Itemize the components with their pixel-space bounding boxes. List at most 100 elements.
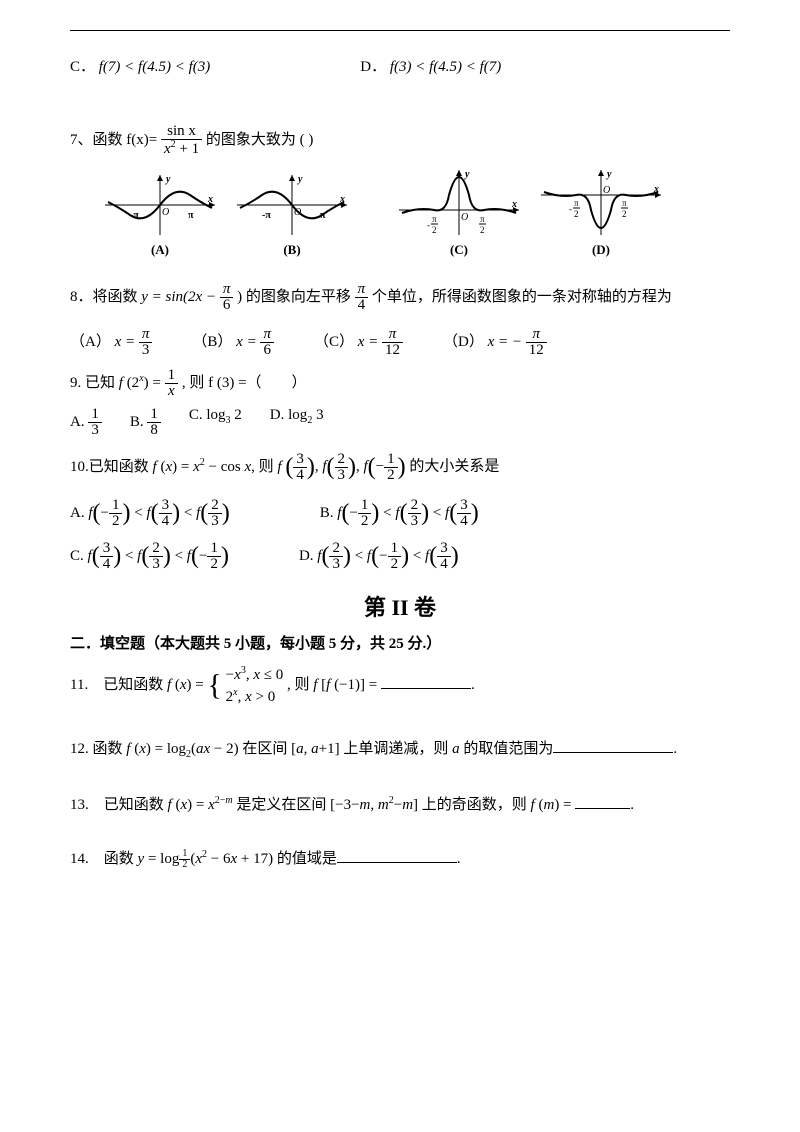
frac-den: 12 bbox=[526, 343, 547, 358]
opt-label: C. bbox=[189, 407, 203, 423]
svg-text:O: O bbox=[603, 185, 610, 196]
q7-stem: 7、函数 f(x)= sin xx2 + 1 的图象大致为 ( ) bbox=[70, 124, 730, 157]
q9-opt-c: C. log3 2 bbox=[189, 407, 242, 438]
blank bbox=[553, 737, 673, 753]
opt-math: log2 3 bbox=[288, 407, 323, 423]
frac-num: π bbox=[526, 327, 547, 343]
svg-text:2: 2 bbox=[622, 209, 627, 219]
q7-prefix: 7、函数 f(x)= bbox=[70, 132, 157, 148]
q13-text: 13. 已知函数 f (x) = x2−m 是定义在区间 [−3−m, m2−m… bbox=[70, 797, 575, 813]
svg-text:2: 2 bbox=[432, 225, 437, 235]
graph-label: (B) bbox=[232, 242, 352, 258]
q8-opt-c: （C） x = π12 bbox=[314, 327, 403, 358]
blank bbox=[381, 673, 471, 689]
frac-num: π bbox=[139, 327, 153, 343]
svg-text:x: x bbox=[339, 194, 345, 205]
q10-options-row2: C. f(34) < f(23) < f(−12) D. f(23) < f(−1… bbox=[70, 541, 730, 572]
q9-suffix: , 则 f (3) =（ ） bbox=[182, 375, 307, 391]
graph-a: -π O π y x (A) bbox=[100, 170, 220, 258]
frac-den: x2 + 1 bbox=[161, 140, 202, 157]
q10-opt-c: C. f(34) < f(23) < f(−12) bbox=[70, 541, 229, 572]
q10-text-a: 10.已知函数 f (x) = x2 − cos x, 则 f bbox=[70, 459, 282, 475]
q8-fn: y = sin(2x − bbox=[141, 289, 220, 305]
svg-text:π: π bbox=[188, 210, 194, 221]
q10-options-row1: A. f(−12) < f(34) < f(23)B. f(−12) < f(2… bbox=[70, 498, 730, 529]
opt-eq: x = bbox=[236, 334, 257, 350]
q10-stem: 10.已知函数 f (x) = x2 − cos x, 则 f (34), f(… bbox=[70, 448, 730, 486]
opt-label: （C） bbox=[314, 334, 354, 350]
q11-text-a: 11. 已知函数 f (x) = bbox=[70, 677, 208, 693]
opt-label: C. bbox=[70, 548, 84, 564]
opt-label: （A） bbox=[70, 334, 111, 350]
svg-text:π: π bbox=[574, 198, 579, 208]
svg-text:π: π bbox=[320, 210, 326, 221]
opt-label: B. bbox=[320, 505, 334, 521]
svg-text:π: π bbox=[622, 198, 627, 208]
q11-text-b: , 则 f [f (−1)] = bbox=[287, 677, 381, 693]
q6-opt-c: C． f(7) < f(4.5) < f(3) bbox=[70, 55, 210, 76]
opt-label: D. bbox=[299, 548, 314, 564]
svg-text:y: y bbox=[297, 174, 303, 185]
opt-label: A. bbox=[70, 414, 85, 430]
frac-num: π bbox=[355, 282, 369, 298]
opt-eq: x = bbox=[358, 334, 379, 350]
section-2-title: 第 II 卷 bbox=[70, 590, 730, 622]
q8-opt-a: （A） x = π3 bbox=[70, 327, 152, 358]
opt-label: A. bbox=[70, 505, 85, 521]
svg-text:2: 2 bbox=[480, 225, 485, 235]
q14-text: 14. 函数 y = log12(x2 − 6x + 17) 的值域是 bbox=[70, 851, 337, 867]
q10-opt-d: D. f(23) < f(−12) < f(34) bbox=[299, 541, 459, 572]
q10-text-b: 的大小关系是 bbox=[409, 459, 499, 475]
text: 个单位，所得函数图象的一条对称轴的方程为 bbox=[372, 289, 672, 305]
opt-label: B. bbox=[130, 414, 144, 430]
opt-label: C． bbox=[70, 59, 95, 75]
svg-text:x: x bbox=[511, 199, 517, 210]
q9-text: 9. 已知 f (2x) = bbox=[70, 375, 165, 391]
q10-opt-b: B. f(−12) < f(23) < f(34) bbox=[320, 498, 479, 529]
frac-den: 12 bbox=[382, 343, 403, 358]
opt-label: D． bbox=[360, 59, 386, 75]
graph-d: O y x -π2 π2 (D) bbox=[536, 165, 666, 258]
frac-num: 3 bbox=[293, 452, 307, 468]
svg-text:O: O bbox=[162, 207, 169, 218]
frac-den: 3 bbox=[139, 343, 153, 358]
svg-text:-π: -π bbox=[130, 210, 139, 221]
frac-den: 8 bbox=[147, 423, 161, 438]
frac-den: 4 bbox=[355, 298, 369, 313]
opt-label: D. bbox=[270, 407, 285, 423]
frac-num: 1 bbox=[165, 368, 179, 384]
blank bbox=[337, 847, 457, 863]
opt-math: f(7) < f(4.5) < f(3) bbox=[99, 59, 210, 75]
top-rule bbox=[70, 30, 730, 31]
frac-den: 2 bbox=[179, 860, 190, 870]
q8-opt-d: （D） x = − π12 bbox=[443, 327, 547, 358]
svg-text:-: - bbox=[427, 220, 430, 230]
frac-num: π bbox=[260, 327, 274, 343]
opt-math: log3 2 bbox=[206, 407, 241, 423]
text: ) 的图象向左平移 bbox=[237, 289, 355, 305]
svg-text:-π: -π bbox=[262, 210, 271, 221]
svg-text:y: y bbox=[165, 174, 171, 185]
svg-text:x: x bbox=[207, 194, 213, 205]
frac-num: 1 bbox=[384, 452, 398, 468]
svg-text:y: y bbox=[606, 169, 612, 180]
frac-num: sin x bbox=[161, 124, 202, 140]
opt-eq: x = − bbox=[488, 334, 522, 350]
frac-den: 6 bbox=[260, 343, 274, 358]
svg-text:π: π bbox=[480, 214, 485, 224]
svg-text:x: x bbox=[653, 184, 659, 195]
q14-stem: 14. 函数 y = log12(x2 − 6x + 17) 的值域是. bbox=[70, 847, 730, 871]
q7-graphs: -π O π y x (A) -π O π y x (B) bbox=[100, 165, 730, 258]
frac-den: 2 bbox=[384, 468, 398, 483]
q11-case1: −x3, x ≤ 0 bbox=[226, 664, 284, 686]
svg-text:O: O bbox=[294, 207, 301, 218]
opt-eq: x = bbox=[115, 334, 136, 350]
graph-b: -π O π y x (B) bbox=[232, 170, 352, 258]
svg-text:π: π bbox=[432, 214, 437, 224]
blank bbox=[575, 793, 630, 809]
frac-den: 4 bbox=[293, 468, 307, 483]
opt-label: （D） bbox=[443, 334, 484, 350]
q11-case2: 2x, x > 0 bbox=[226, 686, 284, 708]
frac-den: 3 bbox=[88, 423, 102, 438]
q8-stem: 8．将函数 y = sin(2x − π6 ) 的图象向左平移 π4 个单位，所… bbox=[70, 282, 730, 313]
